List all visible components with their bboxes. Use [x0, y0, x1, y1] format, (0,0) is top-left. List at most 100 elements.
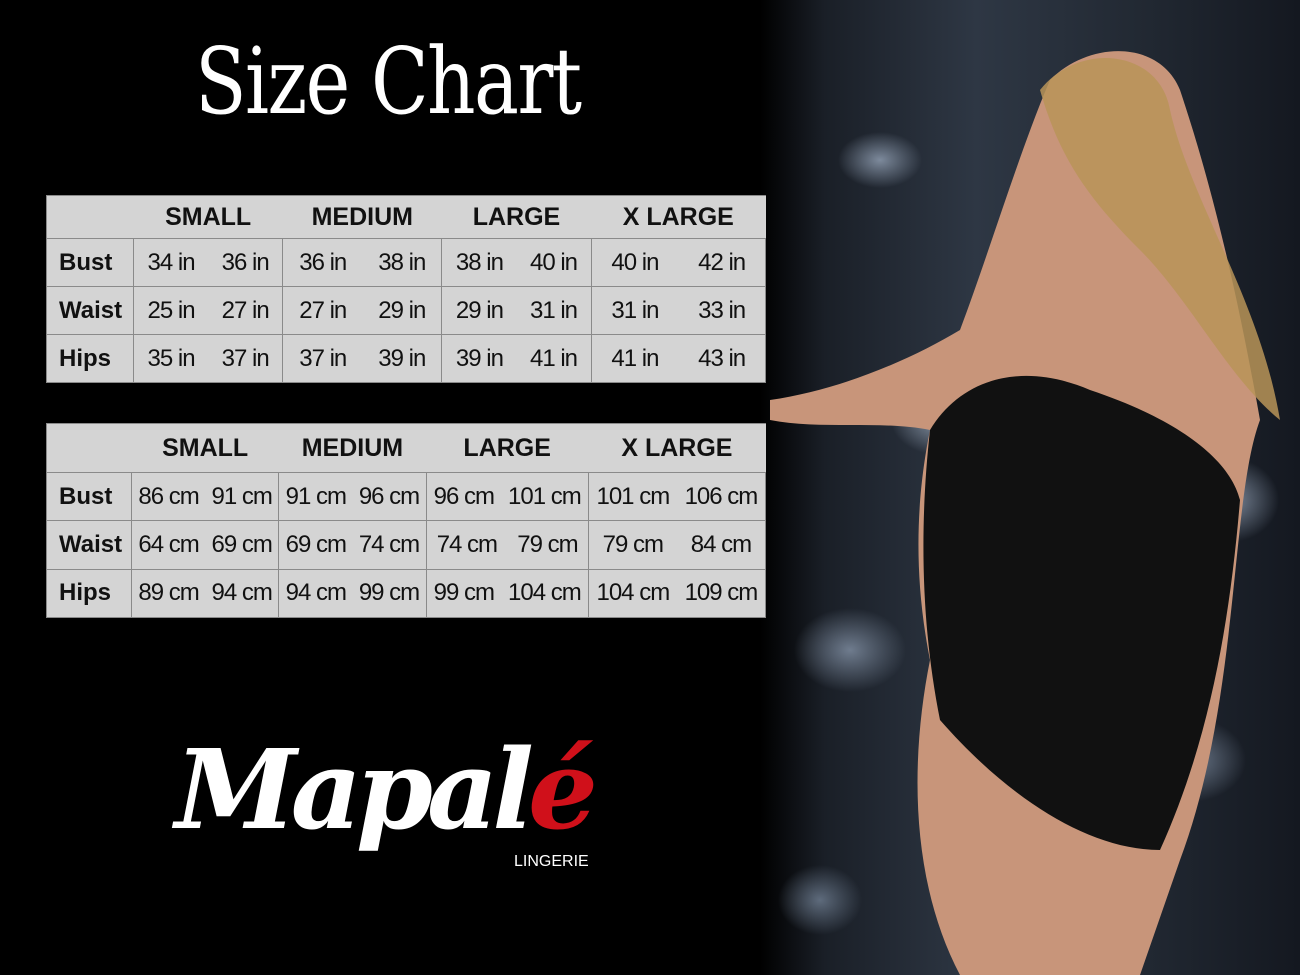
size-table-cm: SMALL MEDIUM LARGE X LARGE Bust 86 cm 91 cm 91 … [46, 423, 767, 619]
max-value: 84 cm [690, 530, 752, 558]
size-cell: 99 cm 104 cm [425, 568, 589, 619]
size-cell: 91 cm 96 cm [278, 471, 427, 522]
size-cell: 37 in 39 in [282, 334, 443, 383]
min-value: 96 cm [433, 482, 495, 510]
table-row: Bust 86 cm 91 cm 91 cm 96 cm 96 cm 101 cm 101 c… [46, 471, 767, 522]
min-value: 41 in [611, 344, 659, 372]
measure-label: Hips [46, 568, 132, 619]
size-cell: 101 cm 106 cm [587, 471, 767, 522]
brand-logo: Mapalé [175, 725, 598, 854]
table-row: Hips 89 cm 94 cm 94 cm 99 cm 99 cm 104 cm 104 c… [46, 568, 767, 619]
size-cell: 36 in 38 in [282, 238, 443, 287]
min-value: 37 in [299, 344, 347, 372]
max-value: 27 in [221, 296, 270, 324]
table-row: Waist 25 in 27 in 27 in 29 in 29 in 31 in 31 in… [46, 286, 767, 335]
min-value: 35 in [147, 344, 196, 372]
corner-cell [46, 195, 134, 239]
size-cell: 96 cm 101 cm [425, 471, 589, 522]
max-value: 33 in [698, 296, 746, 324]
size-cell: 94 cm 99 cm [278, 568, 427, 619]
min-value: 40 in [611, 248, 659, 276]
size-header: SMALL [133, 195, 283, 239]
size-cell: 27 in 29 in [282, 286, 443, 335]
min-value: 36 in [299, 248, 347, 276]
size-cell: 74 cm 79 cm [425, 520, 589, 570]
max-value: 41 in [529, 344, 578, 372]
size-header: LARGE [441, 195, 592, 239]
min-value: 74 cm [436, 530, 498, 558]
size-cell: 34 in 36 in [132, 238, 284, 287]
size-cell: 35 in 37 in [132, 334, 284, 383]
size-header: SMALL [131, 423, 279, 473]
table-row: Hips 35 in 37 in 37 in 39 in 39 in 41 in 41 in 4… [46, 334, 767, 383]
min-value: 94 cm [285, 579, 347, 607]
model-photo [760, 0, 1300, 975]
table-row: Bust 34 in 36 in 36 in 38 in 38 in 40 in 40 in 4… [46, 238, 767, 287]
size-cell: 104 cm 109 cm [587, 568, 767, 619]
measure-label: Bust [46, 238, 134, 287]
size-header: LARGE [426, 423, 589, 473]
size-header: MEDIUM [282, 195, 442, 239]
max-value: 29 in [378, 296, 426, 324]
size-cell: 39 in 41 in [441, 334, 592, 383]
min-value: 31 in [611, 296, 659, 324]
max-value: 31 in [529, 296, 578, 324]
min-value: 27 in [299, 296, 347, 324]
size-cell: 79 cm 84 cm [587, 520, 767, 570]
max-value: 106 cm [684, 482, 759, 510]
max-value: 94 cm [211, 579, 273, 607]
size-cell: 86 cm 91 cm [130, 471, 280, 522]
min-value: 99 cm [433, 579, 495, 607]
max-value: 91 cm [211, 482, 273, 510]
size-header: X LARGE [588, 423, 766, 473]
size-cell: 29 in 31 in [441, 286, 592, 335]
max-value: 36 in [221, 248, 270, 276]
max-value: 43 in [698, 344, 746, 372]
header-row: SMALL MEDIUM LARGE X LARGE [46, 195, 766, 239]
brand-accent: é [528, 725, 598, 854]
size-cell: 38 in 40 in [441, 238, 592, 287]
header-row: SMALL MEDIUM LARGE X LARGE [46, 423, 766, 473]
min-value: 34 in [147, 248, 196, 276]
min-value: 29 in [455, 296, 504, 324]
size-cell: 69 cm 74 cm [278, 520, 427, 570]
page-title: Size Chart [195, 28, 582, 135]
corner-cell [46, 423, 132, 473]
max-value: 40 in [529, 248, 578, 276]
min-value: 69 cm [285, 530, 347, 558]
max-value: 39 in [378, 344, 426, 372]
min-value: 64 cm [138, 530, 199, 558]
min-value: 38 in [455, 248, 504, 276]
measure-label: Bust [46, 471, 132, 522]
size-cell: 41 in 43 in [590, 334, 767, 383]
max-value: 42 in [698, 248, 746, 276]
min-value: 86 cm [138, 482, 199, 510]
max-value: 74 cm [358, 530, 420, 558]
measure-label: Hips [46, 334, 134, 383]
size-cell: 89 cm 94 cm [130, 568, 280, 619]
size-cell: 40 in 42 in [590, 238, 767, 287]
max-value: 79 cm [517, 530, 578, 558]
min-value: 25 in [147, 296, 196, 324]
max-value: 38 in [378, 248, 426, 276]
brand-name: Mapal [175, 725, 534, 854]
size-cell: 64 cm 69 cm [130, 520, 280, 570]
size-header: MEDIUM [278, 423, 427, 473]
brand-tagline: LINGERIE [514, 853, 589, 870]
min-value: 104 cm [596, 579, 670, 607]
max-value: 37 in [221, 344, 270, 372]
max-value: 101 cm [508, 482, 582, 510]
min-value: 39 in [455, 344, 504, 372]
min-value: 89 cm [138, 579, 199, 607]
min-value: 79 cm [602, 530, 664, 558]
size-cell: 25 in 27 in [132, 286, 284, 335]
measure-label: Waist [46, 520, 132, 570]
max-value: 109 cm [684, 579, 759, 607]
measure-label: Waist [46, 286, 134, 335]
table-row: Waist 64 cm 69 cm 69 cm 74 cm 74 cm 79 cm 79 cm… [46, 520, 767, 570]
size-table-inches: SMALL MEDIUM LARGE X LARGE Bust 34 in 36 in 36 … [46, 195, 767, 383]
max-value: 99 cm [358, 579, 420, 607]
size-cell: 31 in 33 in [590, 286, 767, 335]
max-value: 69 cm [211, 530, 273, 558]
min-value: 101 cm [596, 482, 670, 510]
